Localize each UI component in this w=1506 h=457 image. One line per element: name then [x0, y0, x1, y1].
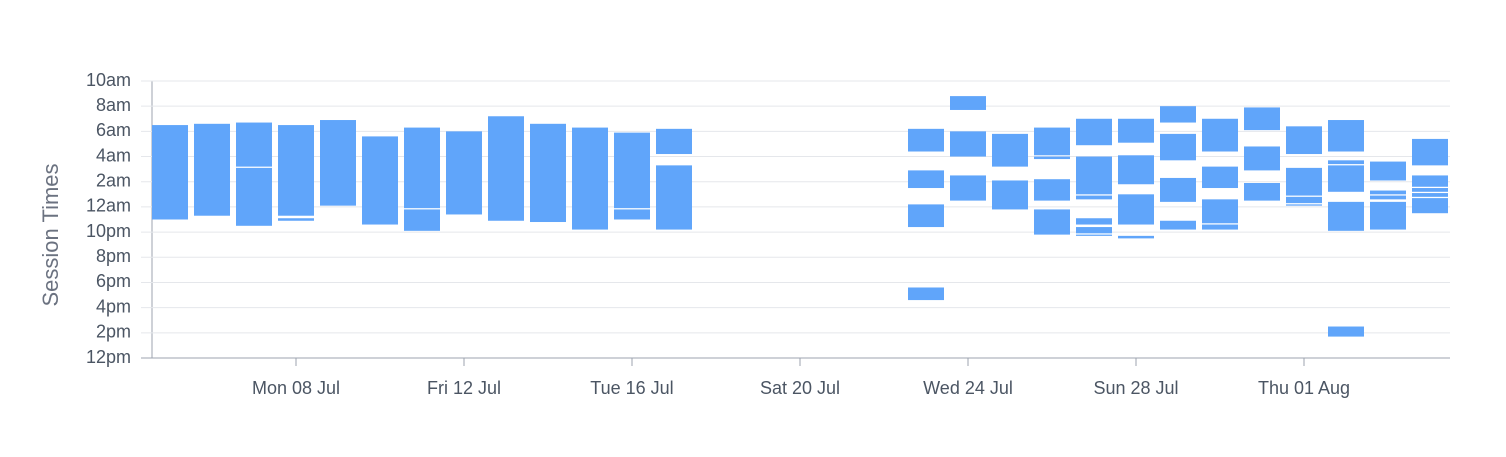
session-bar	[950, 96, 986, 110]
x-tick-label: Mon 08 Jul	[252, 378, 340, 398]
session-bar	[1118, 155, 1154, 185]
session-bar	[1244, 107, 1280, 131]
session-bar	[1202, 224, 1238, 230]
session-bar	[278, 218, 314, 221]
y-tick-label: 6am	[96, 120, 131, 140]
session-bar	[1202, 199, 1238, 224]
y-axis-label: Session Times	[38, 163, 63, 306]
y-tick-label: 4pm	[96, 296, 131, 316]
session-bar	[1244, 182, 1280, 201]
y-tick-label: 10am	[86, 70, 131, 90]
y-tick-label: 8am	[96, 95, 131, 115]
session-bar	[236, 167, 272, 226]
session-bar	[1370, 195, 1406, 200]
session-bar	[152, 125, 188, 220]
session-bar	[908, 128, 944, 152]
session-bar	[1076, 195, 1112, 200]
session-bar	[1202, 166, 1238, 189]
session-bar	[404, 127, 440, 209]
x-tick-label: Thu 01 Aug	[1258, 378, 1350, 398]
session-bar	[1412, 193, 1448, 197]
session-bar	[362, 136, 398, 225]
session-bar	[992, 133, 1028, 167]
session-bar	[1244, 146, 1280, 171]
y-tick-label: 4am	[96, 145, 131, 165]
session-bar	[1118, 235, 1154, 239]
x-tick-label: Sun 28 Jul	[1093, 378, 1178, 398]
session-bar	[1160, 220, 1196, 230]
session-bar	[1202, 118, 1238, 152]
session-bar	[1370, 201, 1406, 230]
session-bar	[1034, 127, 1070, 156]
session-bar	[992, 180, 1028, 210]
session-bar	[614, 209, 650, 220]
session-bar	[950, 131, 986, 157]
session-bar	[1412, 198, 1448, 214]
session-bar	[1286, 126, 1322, 155]
x-tick-label: Tue 16 Jul	[590, 378, 673, 398]
session-bar	[908, 287, 944, 301]
session-bar	[278, 125, 314, 216]
session-bar	[1118, 194, 1154, 225]
session-bar	[1034, 209, 1070, 235]
session-bar	[1370, 190, 1406, 195]
session-bar	[1160, 177, 1196, 202]
session-bar	[1076, 118, 1112, 146]
session-bar	[1076, 234, 1112, 236]
session-bar	[320, 120, 356, 206]
session-bar	[1328, 120, 1364, 152]
session-bar	[1286, 167, 1322, 196]
session-bar	[236, 122, 272, 167]
session-bar	[1034, 179, 1070, 201]
session-bar	[1328, 201, 1364, 231]
session-bar	[1076, 218, 1112, 225]
y-tick-label: 12am	[86, 196, 131, 216]
y-tick-label: 2pm	[96, 322, 131, 342]
session-bar	[1076, 227, 1112, 234]
session-bar	[656, 165, 692, 230]
session-bar	[614, 132, 650, 209]
x-tick-label: Fri 12 Jul	[427, 378, 501, 398]
session-bar	[908, 170, 944, 189]
session-bar	[1160, 133, 1196, 161]
session-bar	[530, 123, 566, 223]
session-bar	[950, 175, 986, 201]
x-tick-label: Sat 20 Jul	[760, 378, 840, 398]
y-tick-label: 2am	[96, 170, 131, 190]
x-tick-label: Wed 24 Jul	[923, 378, 1013, 398]
session-bar	[488, 116, 524, 221]
session-bar	[1328, 160, 1364, 165]
session-bar	[1370, 161, 1406, 181]
session-bar	[572, 127, 608, 230]
session-bar	[1286, 196, 1322, 204]
y-tick-label: 12pm	[86, 347, 131, 367]
y-tick-label: 8pm	[96, 246, 131, 266]
session-bar	[1328, 165, 1364, 192]
session-bar	[1412, 175, 1448, 187]
y-tick-label: 6pm	[96, 271, 131, 291]
session-bar	[1328, 326, 1364, 337]
session-bar	[446, 131, 482, 215]
session-bar	[404, 209, 440, 231]
session-bar	[1286, 204, 1322, 206]
y-tick-label: 10pm	[86, 221, 131, 241]
session-bar	[1076, 156, 1112, 195]
session-bar	[1118, 118, 1154, 143]
session-bar	[656, 128, 692, 155]
session-bar	[1412, 188, 1448, 192]
session-bar	[1412, 138, 1448, 166]
session-bar	[908, 204, 944, 228]
session-bar	[1034, 156, 1070, 160]
session-bar	[194, 123, 230, 216]
session-bar	[1160, 106, 1196, 123]
